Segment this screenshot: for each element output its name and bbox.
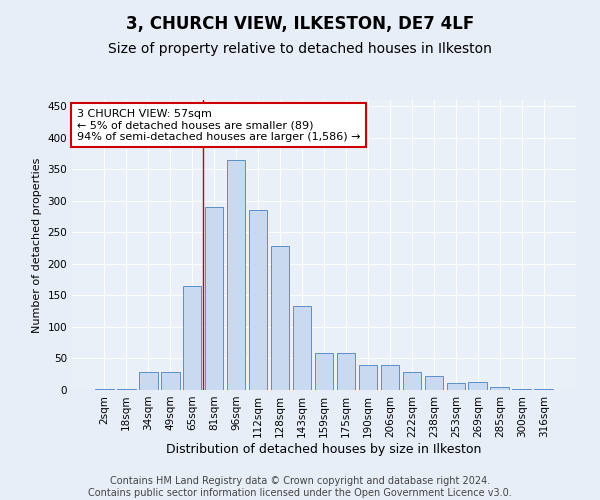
Bar bbox=[161, 372, 179, 390]
Y-axis label: Number of detached properties: Number of detached properties bbox=[32, 158, 42, 332]
Bar bbox=[249, 210, 268, 390]
Bar bbox=[117, 388, 136, 390]
Bar bbox=[425, 376, 443, 390]
Bar bbox=[183, 286, 202, 390]
Bar bbox=[95, 388, 113, 390]
Bar bbox=[380, 365, 399, 390]
Text: 3, CHURCH VIEW, ILKESTON, DE7 4LF: 3, CHURCH VIEW, ILKESTON, DE7 4LF bbox=[126, 15, 474, 33]
Bar bbox=[403, 372, 421, 390]
Bar bbox=[227, 160, 245, 390]
Text: Size of property relative to detached houses in Ilkeston: Size of property relative to detached ho… bbox=[108, 42, 492, 56]
Bar bbox=[337, 353, 355, 390]
Bar bbox=[271, 246, 289, 390]
Bar bbox=[205, 207, 223, 390]
Bar bbox=[469, 382, 487, 390]
X-axis label: Distribution of detached houses by size in Ilkeston: Distribution of detached houses by size … bbox=[166, 442, 482, 456]
Bar bbox=[446, 383, 465, 390]
Bar bbox=[314, 354, 334, 390]
Bar bbox=[139, 372, 158, 390]
Bar bbox=[490, 387, 509, 390]
Bar bbox=[512, 388, 531, 390]
Bar bbox=[293, 306, 311, 390]
Bar bbox=[359, 365, 377, 390]
Text: Contains HM Land Registry data © Crown copyright and database right 2024.
Contai: Contains HM Land Registry data © Crown c… bbox=[88, 476, 512, 498]
Bar bbox=[535, 388, 553, 390]
Text: 3 CHURCH VIEW: 57sqm
← 5% of detached houses are smaller (89)
94% of semi-detach: 3 CHURCH VIEW: 57sqm ← 5% of detached ho… bbox=[77, 108, 361, 142]
